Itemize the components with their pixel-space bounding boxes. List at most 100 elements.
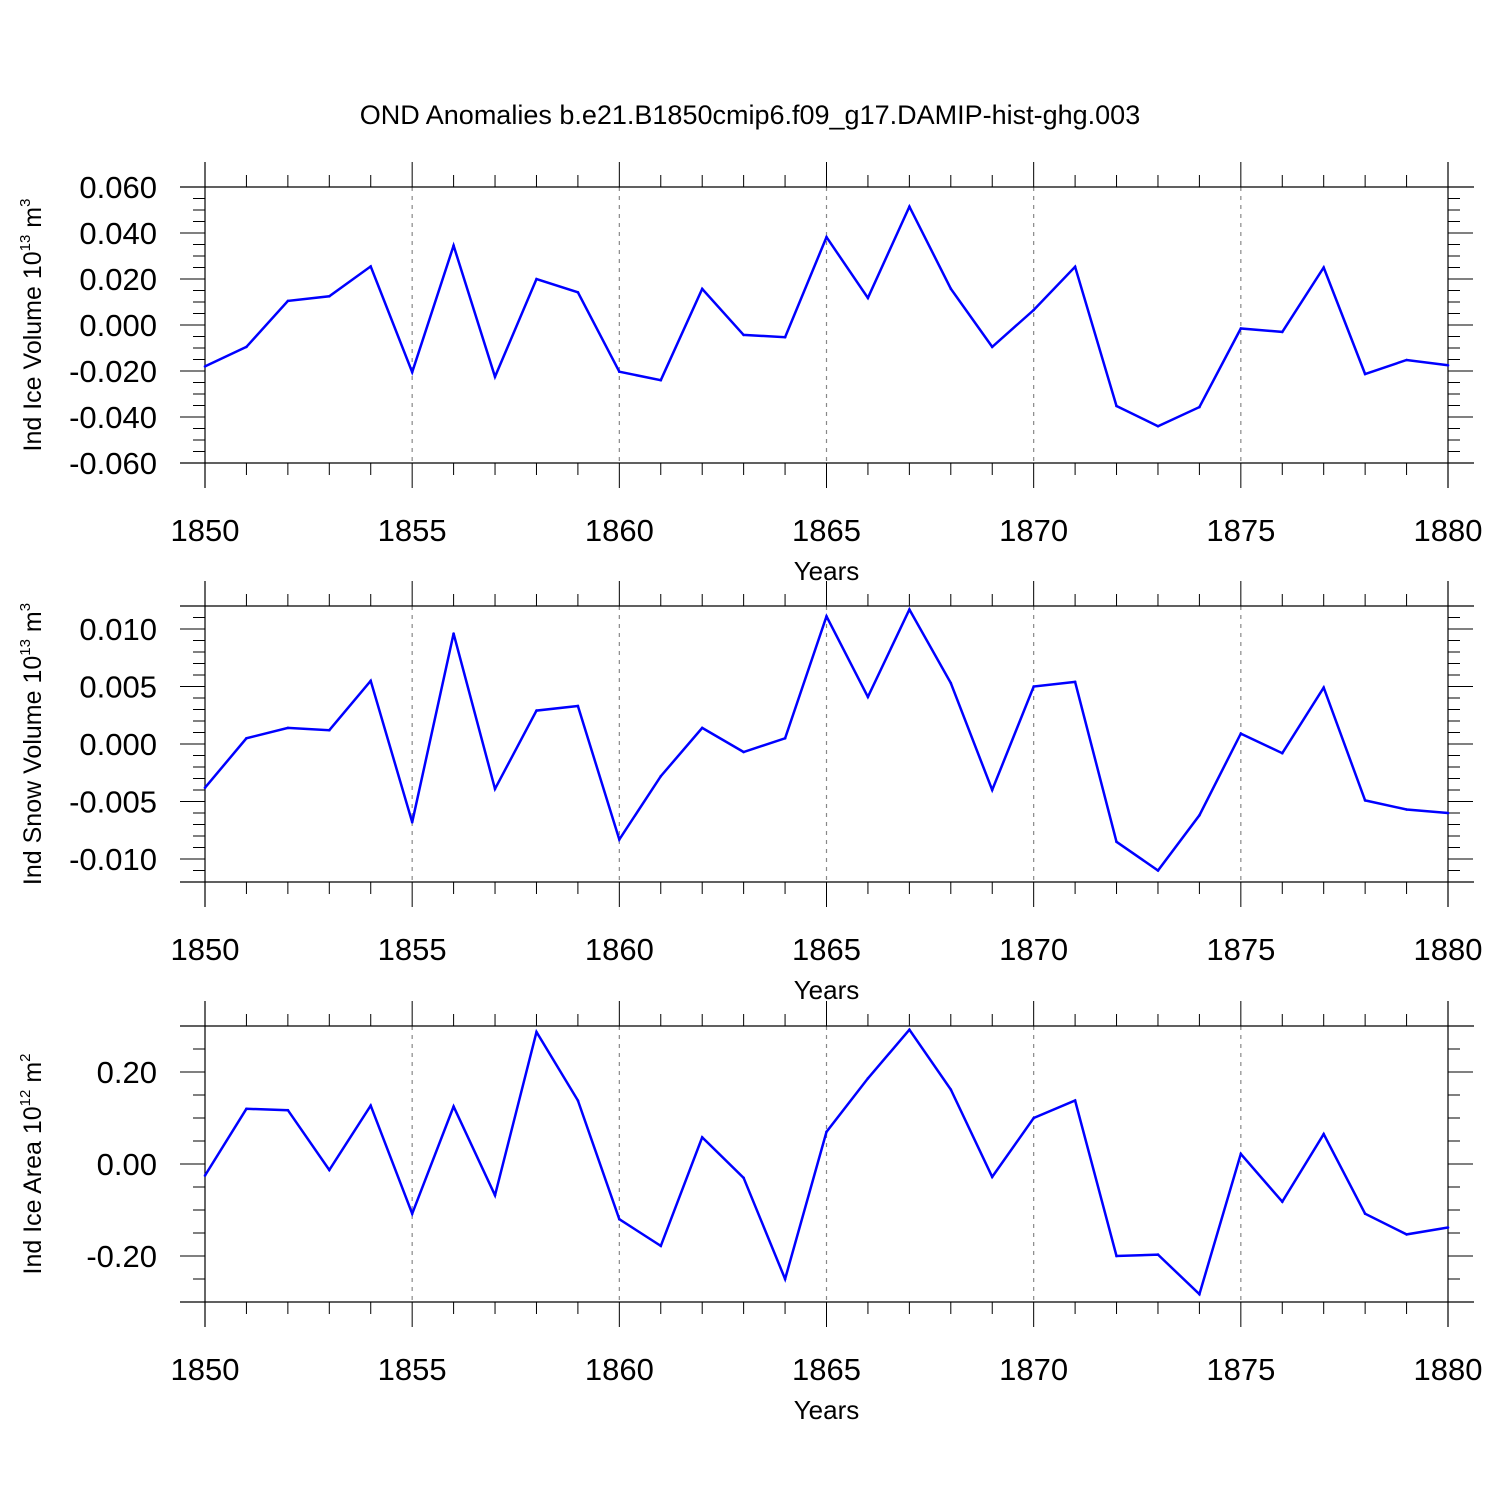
data-point	[328, 728, 331, 732]
data-point	[493, 375, 497, 379]
data-point	[1239, 1152, 1243, 1156]
x-tick-label: 1880	[1414, 1352, 1483, 1387]
chart-panel-3: 1850 1855 1860 1865 1870 1875 1880 Years 0.20 0.0…	[17, 1001, 1482, 1425]
y-tick-label: 0.010	[79, 612, 157, 647]
data-point	[1363, 799, 1367, 802]
data-point	[576, 704, 580, 708]
x-tick-label: 1875	[1206, 1352, 1275, 1387]
y-axis-label-superscript: 13	[17, 639, 34, 656]
chart-title: OND Anomalies b.e21.B1850cmip6.f09_g17.D…	[360, 100, 1140, 130]
data-point	[1239, 327, 1243, 330]
data-point	[618, 370, 621, 374]
data-point	[1073, 265, 1077, 269]
data-point	[1032, 1116, 1035, 1120]
data-point	[493, 787, 497, 791]
data-point	[1156, 1253, 1160, 1256]
x-tick-label: 1855	[378, 1352, 447, 1387]
data-point	[535, 277, 538, 281]
y-tick-label: -0.060	[69, 446, 157, 481]
data-point	[369, 679, 373, 683]
data-point	[535, 709, 538, 712]
data-point	[1405, 1233, 1408, 1236]
data-point	[369, 265, 373, 268]
data-point	[825, 615, 828, 618]
y-axis-label-text: Ind Snow Volume 10	[19, 656, 47, 885]
data-point	[1198, 405, 1201, 409]
data-point	[1322, 686, 1325, 689]
data-point	[783, 1277, 787, 1281]
data-point	[1198, 1292, 1201, 1296]
y-tick-label: 0.00	[97, 1147, 157, 1182]
y-axis-label-superscript: 13	[17, 235, 34, 252]
data-point	[1032, 685, 1035, 688]
x-tick-label: 1870	[999, 513, 1068, 548]
data-point	[866, 1077, 870, 1080]
x-tick-label: 1860	[585, 1352, 654, 1387]
y-axis-label-text: m	[19, 1062, 47, 1090]
x-tick-label: 1880	[1414, 932, 1483, 967]
data-point	[203, 786, 207, 789]
data-point	[493, 1194, 497, 1197]
data-point	[410, 820, 414, 824]
data-point	[452, 244, 455, 247]
data-point	[203, 1174, 207, 1177]
data-point	[1363, 1212, 1367, 1215]
y-tick-label: 0.005	[79, 670, 157, 705]
data-point	[1405, 358, 1408, 362]
data-point	[452, 632, 455, 635]
data-point	[825, 235, 828, 239]
y-tick-label: -0.040	[69, 400, 157, 435]
data-point	[1446, 811, 1450, 815]
data-point	[866, 296, 870, 300]
x-axis-label: Years	[794, 1395, 860, 1425]
data-point	[286, 726, 290, 730]
y-tick-label: 0.000	[79, 727, 157, 762]
x-tick-label: 1850	[171, 513, 240, 548]
y-axis-label: Ind Ice Volume 1013 m3	[17, 199, 47, 452]
x-tick-label: 1870	[999, 1352, 1068, 1387]
y-tick-label: 0.20	[97, 1055, 157, 1090]
data-point	[1281, 330, 1284, 334]
y-axis-label-text: Ind Ice Area 10	[19, 1106, 47, 1274]
y-tick-label: -0.20	[86, 1239, 157, 1274]
data-point	[410, 1212, 414, 1215]
x-tick-label: 1865	[792, 932, 861, 967]
data-point	[742, 333, 745, 337]
data-point	[1322, 1132, 1325, 1136]
data-point	[1115, 1254, 1118, 1258]
y-tick-label: -0.005	[69, 785, 157, 820]
data-point	[1032, 308, 1035, 312]
chart-panel-2: 1850 1855 1860 1865 1870 1875 1880 Years 0.010 0.…	[17, 581, 1482, 1005]
data-point	[286, 1108, 290, 1112]
y-axis-label-superscript: 3	[17, 199, 34, 207]
data-point	[700, 287, 704, 291]
x-tick-label: 1865	[792, 513, 861, 548]
x-tick-label: 1865	[792, 1352, 861, 1387]
y-axis-label-superscript: 12	[17, 1090, 34, 1107]
y-tick-label: 0.040	[79, 216, 157, 251]
data-point	[369, 1104, 373, 1107]
data-point	[452, 1105, 455, 1108]
y-tick-label: 0.020	[79, 262, 157, 297]
data-point	[1156, 869, 1160, 872]
x-axis-label: Years	[794, 975, 860, 1005]
y-tick-label: -0.020	[69, 354, 157, 389]
y-tick-label: 0.000	[79, 308, 157, 343]
data-point	[949, 1088, 953, 1091]
data-point	[286, 299, 290, 303]
y-axis-label: Ind Ice Area 1012 m2	[17, 1054, 47, 1275]
x-tick-label: 1850	[171, 932, 240, 967]
x-tick-label: 1875	[1206, 932, 1275, 967]
data-point	[1281, 751, 1284, 755]
data-point	[618, 1217, 621, 1221]
x-tick-label: 1870	[999, 932, 1068, 967]
data-point	[1239, 732, 1243, 735]
data-point	[990, 788, 994, 792]
data-point	[825, 1130, 828, 1134]
data-point	[1405, 808, 1408, 811]
data-point	[1115, 404, 1118, 408]
data-point	[576, 291, 580, 294]
data-point	[535, 1030, 538, 1034]
x-tick-label: 1850	[171, 1352, 240, 1387]
